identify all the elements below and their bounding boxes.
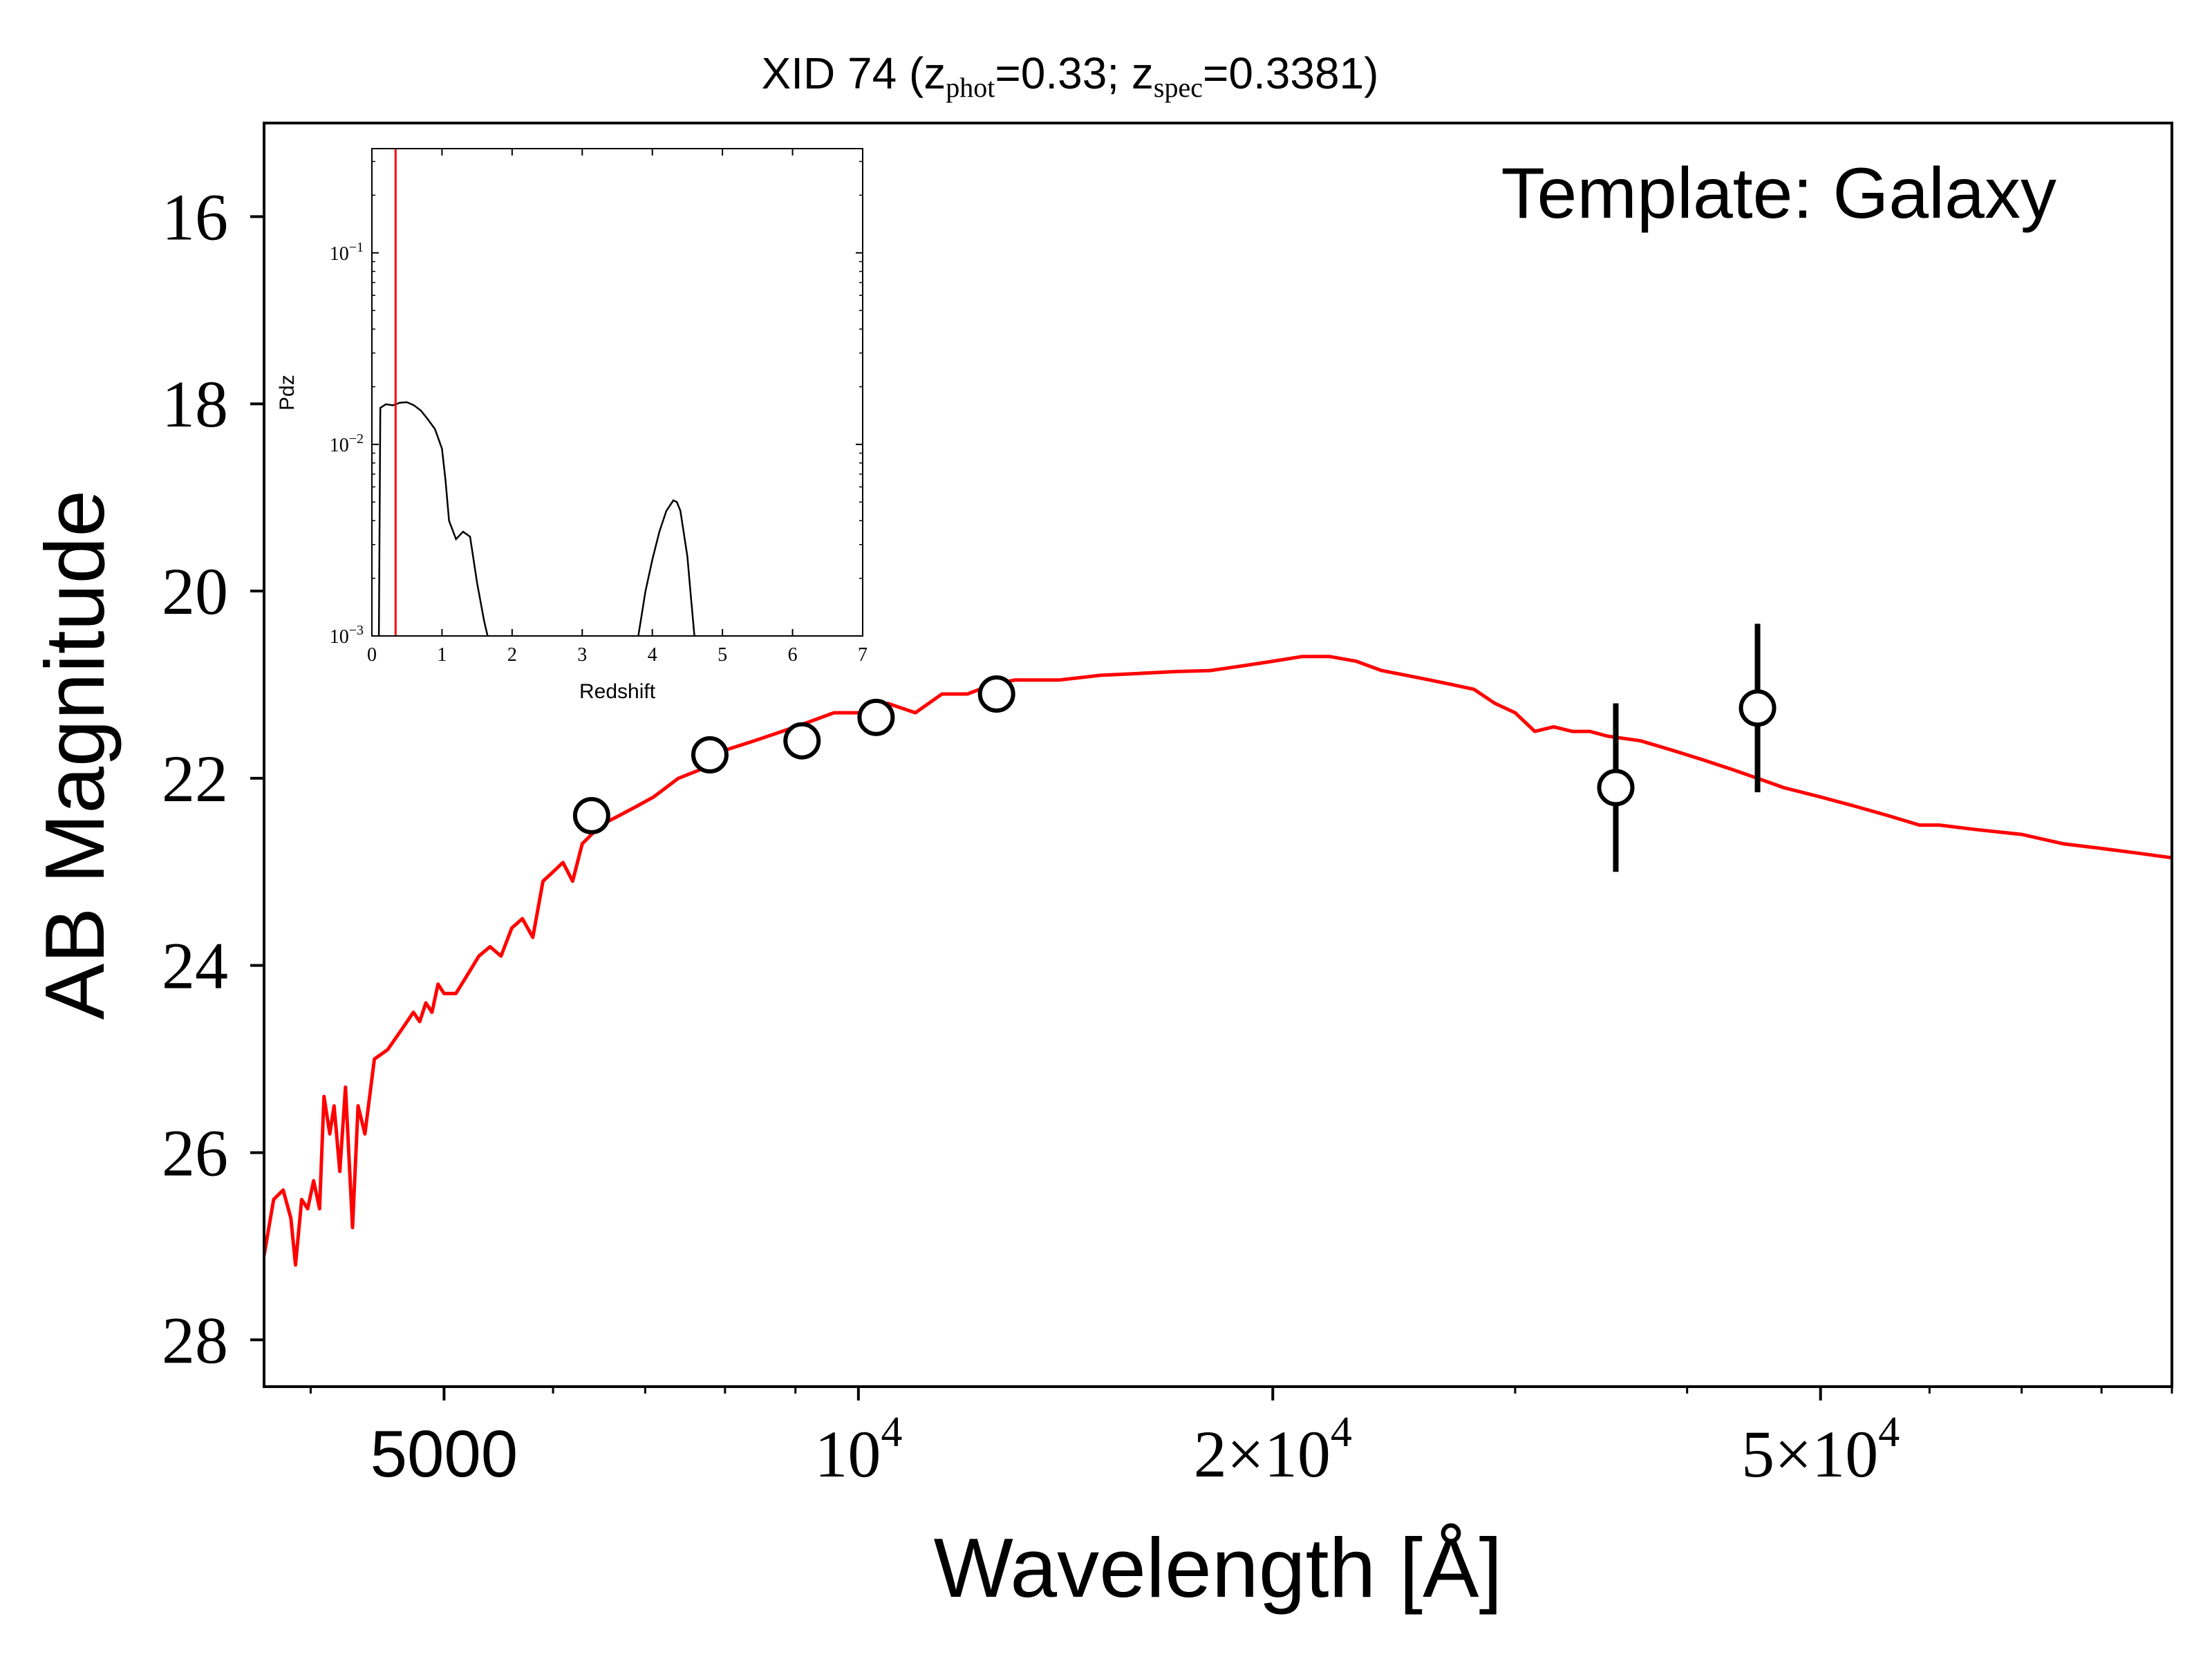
photometry-point (1738, 689, 1777, 727)
y-tick-label: 18 (162, 367, 228, 441)
photometry-point (857, 698, 895, 736)
y-tick-label: 28 (162, 1303, 228, 1377)
x-tick-label: 5×104 (1741, 1409, 1900, 1491)
main-plot-frame (263, 122, 2173, 1388)
photometry-point (572, 797, 610, 835)
y-tick-label: 24 (162, 929, 228, 1003)
y-tick-label: 20 (162, 554, 228, 628)
inset-y-label: Pdz (276, 375, 299, 411)
inset-x-label: Redshift (579, 680, 656, 703)
inset-y-tick-label: 10−1 (330, 240, 364, 265)
inset-x-tick-label: 5 (718, 644, 727, 666)
inset-x-tick-label: 3 (577, 644, 587, 666)
inset-y-tick-label: 10−2 (330, 431, 364, 456)
x-tick-label: 104 (814, 1409, 902, 1491)
inset-x-tick-label: 2 (507, 644, 517, 666)
inset-y-tick-label: 10−3 (330, 623, 364, 648)
model-spectrum-line (264, 655, 2172, 1267)
y-tick-label: 22 (162, 742, 228, 816)
inset-x-tick-label: 6 (788, 644, 798, 666)
y-tick-label: 26 (162, 1116, 228, 1190)
inset-x-tick-label: 0 (367, 644, 377, 666)
pdz-curve (637, 499, 695, 636)
pdz-inset: 0 1 2 3 4 5 6 7 10−3 10−2 10−1 Redshift Pdz (276, 148, 868, 703)
x-tick-label: 2×104 (1194, 1409, 1352, 1491)
photometry-point (691, 736, 729, 774)
inset-frame (371, 148, 863, 637)
inset-x-tick-label: 4 (648, 644, 657, 666)
photometry-point (783, 722, 821, 760)
y-tick-label: 16 (162, 180, 228, 254)
photometry-point (977, 675, 1015, 713)
x-axis-label: Wavelength [Å] (934, 1521, 1503, 1615)
x-tick-label: 5000 (371, 1417, 518, 1491)
pdz-curve (377, 401, 489, 636)
inset-x-tick-label: 1 (437, 644, 447, 666)
template-annotation: Template: Galaxy (1501, 153, 2056, 234)
photometry-point (1597, 769, 1635, 807)
inset-x-tick-label: 7 (858, 644, 868, 666)
chart-title: XID 74 (zphot=0.33; zspec=0.3381) (762, 48, 1379, 103)
y-axis-label: AB Magnitude (28, 490, 122, 1020)
